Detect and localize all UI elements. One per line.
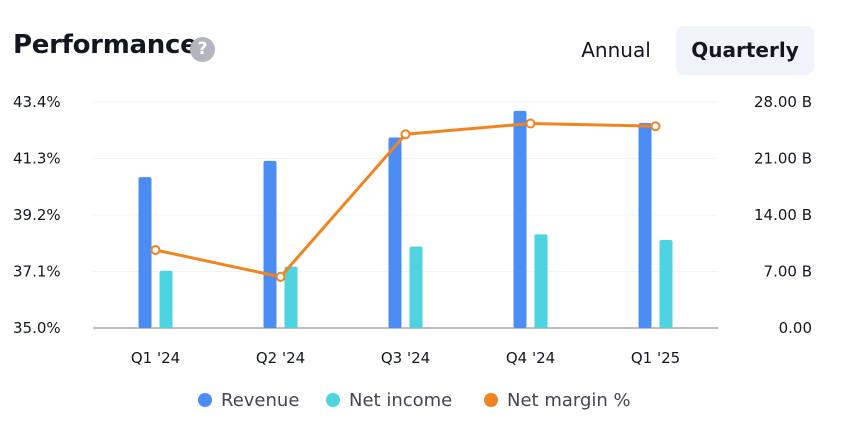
net-margin-point bbox=[525, 118, 536, 129]
question-mark-icon[interactable]: ? bbox=[190, 37, 215, 62]
page-title: Performance bbox=[13, 30, 198, 60]
net-margin-point bbox=[650, 121, 661, 132]
right-axis-tick-label: 21.00 B bbox=[754, 150, 812, 168]
x-axis-tick-label: Q2 '24 bbox=[256, 349, 305, 367]
legend-label-net-margin: Net margin % bbox=[507, 389, 631, 411]
left-axis-tick-label: 43.4% bbox=[13, 93, 61, 111]
net-margin-line bbox=[155, 122, 656, 279]
x-axis-tick-label: Q4 '24 bbox=[506, 349, 555, 367]
x-axis-tick-label: Q3 '24 bbox=[381, 349, 430, 367]
net-margin-legend-dot bbox=[484, 393, 498, 407]
revenue-bar bbox=[138, 177, 152, 328]
chart-header: Performance ? Annual Quarterly bbox=[0, 0, 848, 90]
net-margin-point bbox=[275, 271, 286, 282]
legend-item-net-margin[interactable]: Net margin % bbox=[484, 388, 631, 412]
net-income-legend-dot bbox=[326, 393, 340, 407]
revenue-legend-dot bbox=[198, 393, 212, 407]
x-axis-tick-label: Q1 '25 bbox=[631, 349, 680, 367]
chart-legend: Revenue Net income Net margin % bbox=[0, 384, 848, 414]
net-margin-point bbox=[400, 129, 411, 140]
tab-annual[interactable]: Annual bbox=[581, 38, 651, 62]
right-axis-tick-label: 7.00 B bbox=[764, 263, 812, 281]
net-income-bar bbox=[284, 266, 298, 328]
left-axis-tick-label: 41.3% bbox=[13, 150, 61, 168]
right-axis-tick-label: 0.00 bbox=[779, 319, 812, 337]
net-margin-point bbox=[150, 244, 161, 255]
legend-item-revenue[interactable]: Revenue bbox=[198, 388, 299, 412]
revenue-bar bbox=[263, 160, 277, 328]
left-axis-tick-label: 39.2% bbox=[13, 206, 61, 224]
left-axis-tick-label: 37.1% bbox=[13, 263, 61, 281]
net-income-bar bbox=[159, 270, 173, 328]
revenue-bar bbox=[638, 122, 652, 328]
legend-item-net-income[interactable]: Net income bbox=[326, 388, 452, 412]
performance-chart: 43.4% 28.00 B 41.3% 21.00 B 39.2% 14.00 B 37.1… bbox=[13, 93, 812, 367]
tab-quarterly[interactable]: Quarterly bbox=[676, 26, 814, 75]
right-axis-tick-label: 28.00 B bbox=[754, 93, 812, 111]
net-income-bar bbox=[409, 246, 423, 328]
revenue-bar bbox=[388, 137, 402, 328]
legend-label-revenue: Revenue bbox=[221, 389, 300, 411]
net-income-bar bbox=[534, 234, 548, 328]
left-axis-tick-label: 35.0% bbox=[13, 319, 61, 337]
net-income-bar bbox=[659, 240, 673, 328]
x-axis-tick-label: Q1 '24 bbox=[131, 349, 180, 367]
right-axis-tick-label: 14.00 B bbox=[754, 206, 812, 224]
revenue-bar bbox=[513, 110, 527, 328]
legend-label-net-income: Net income bbox=[349, 389, 453, 411]
